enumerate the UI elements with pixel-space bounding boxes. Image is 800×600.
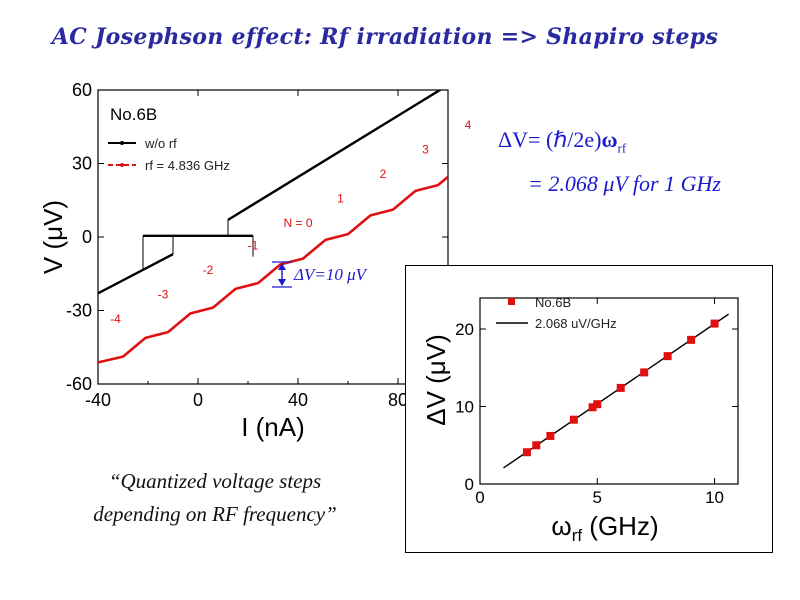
delta-v-arrowhead-down: [278, 279, 286, 286]
inset-y-tick-label: 10: [455, 398, 474, 417]
inset-plot: 0 5 10 0 10 20 No.6B 2.068 uV/GHz ωrf (GHz) Δ…: [421, 295, 739, 545]
iv-no-rf-branch: [98, 253, 174, 295]
x-tick-label: 40: [288, 390, 308, 410]
shapiro-step-label: -4: [110, 312, 121, 326]
inset-data-point: [522, 448, 531, 457]
caption: “Quantized voltage steps depending on RF…: [55, 465, 375, 531]
delta-v-arrowhead-up: [278, 263, 286, 270]
inset-x-tick-label: 5: [593, 488, 602, 507]
caption-line1: “Quantized voltage steps: [108, 469, 322, 493]
inset-y-tick-label: 0: [465, 475, 474, 494]
shapiro-step-label: -1: [248, 238, 259, 252]
x-tick-label: 0: [193, 390, 203, 410]
shapiro-step-label: 2: [380, 167, 387, 181]
inset-data-point: [687, 335, 696, 344]
inset-y-tick-label: 20: [455, 320, 474, 339]
shapiro-step-label: -2: [203, 263, 214, 277]
y-tick-label: 60: [72, 80, 92, 100]
caption-line2: depending on RF frequency”: [93, 502, 337, 526]
inset-legend-label-points: No.6B: [535, 295, 571, 310]
inset-plot-frame: [479, 297, 739, 485]
y-tick-label: -60: [66, 374, 92, 394]
inset-data-point: [532, 441, 541, 450]
inset-data-point: [616, 383, 625, 392]
josephson-formula: ΔV= (ℏ/2e)ωrf = 2.068 μV for 1 GHz: [498, 122, 721, 202]
shapiro-step-label: 3: [422, 143, 429, 157]
omega-symbol: ω: [601, 127, 618, 152]
sample-label: No.6B: [110, 105, 157, 124]
legend-label-no-rf: w/o rf: [144, 136, 177, 151]
slide-title: AC Josephson effect: Rf irradiation => S…: [51, 24, 719, 50]
inset-data-point: [663, 352, 672, 361]
inset-data-point: [569, 415, 578, 424]
y-tick-label: 30: [72, 154, 92, 174]
legend-marker-no-rf: [120, 141, 124, 145]
formula-line2: = 2.068 μV for 1 GHz: [528, 171, 721, 197]
x-axis-label: I (nA): [241, 412, 305, 442]
y-tick-label: 0: [82, 227, 92, 247]
shapiro-step-label: 4: [465, 118, 472, 132]
inset-x-tick-label: 0: [475, 488, 484, 507]
omega-subscript: rf: [617, 140, 627, 156]
formula-mid: /2e): [567, 127, 602, 152]
inset-data-point: [546, 431, 555, 440]
legend-label-rf: rf = 4.836 GHz: [145, 158, 230, 173]
inset-data-point: [593, 400, 602, 409]
inset-x-tick-label: 10: [705, 488, 724, 507]
hbar-glyph: ℏ: [553, 127, 568, 152]
formula-prefix: ΔV= (: [498, 127, 554, 152]
iv-rf-curve: [98, 175, 448, 364]
y-axis-label: V (μV): [38, 200, 68, 274]
legend-marker-rf: [120, 163, 124, 167]
inset-data-point: [588, 403, 597, 412]
shapiro-step-label: -3: [158, 287, 169, 301]
iv-no-rf-branch: [227, 90, 443, 221]
inset-data-point: [710, 319, 719, 328]
x-tick-label: -40: [85, 390, 111, 410]
x-tick-label: 80: [388, 390, 408, 410]
iv-plot: -40 0 40 80 60 30 0 -30 -60 -4 -3 -2 -1 N = 0 1 2 3 4 No…: [38, 80, 472, 442]
inset-y-axis-label: ΔV (μV): [421, 334, 451, 426]
inset-x-axis-label: ωrf (GHz): [551, 511, 658, 545]
inset-data-point: [640, 368, 649, 377]
y-tick-label: -30: [66, 301, 92, 321]
shapiro-step-label: 1: [337, 192, 344, 206]
shapiro-step-label: N = 0: [283, 216, 312, 230]
inset-legend-label-fit: 2.068 uV/GHz: [535, 316, 617, 331]
inset-legend-marker-points: [508, 298, 515, 305]
delta-v-annotation: ΔV=10 μV: [293, 265, 369, 284]
